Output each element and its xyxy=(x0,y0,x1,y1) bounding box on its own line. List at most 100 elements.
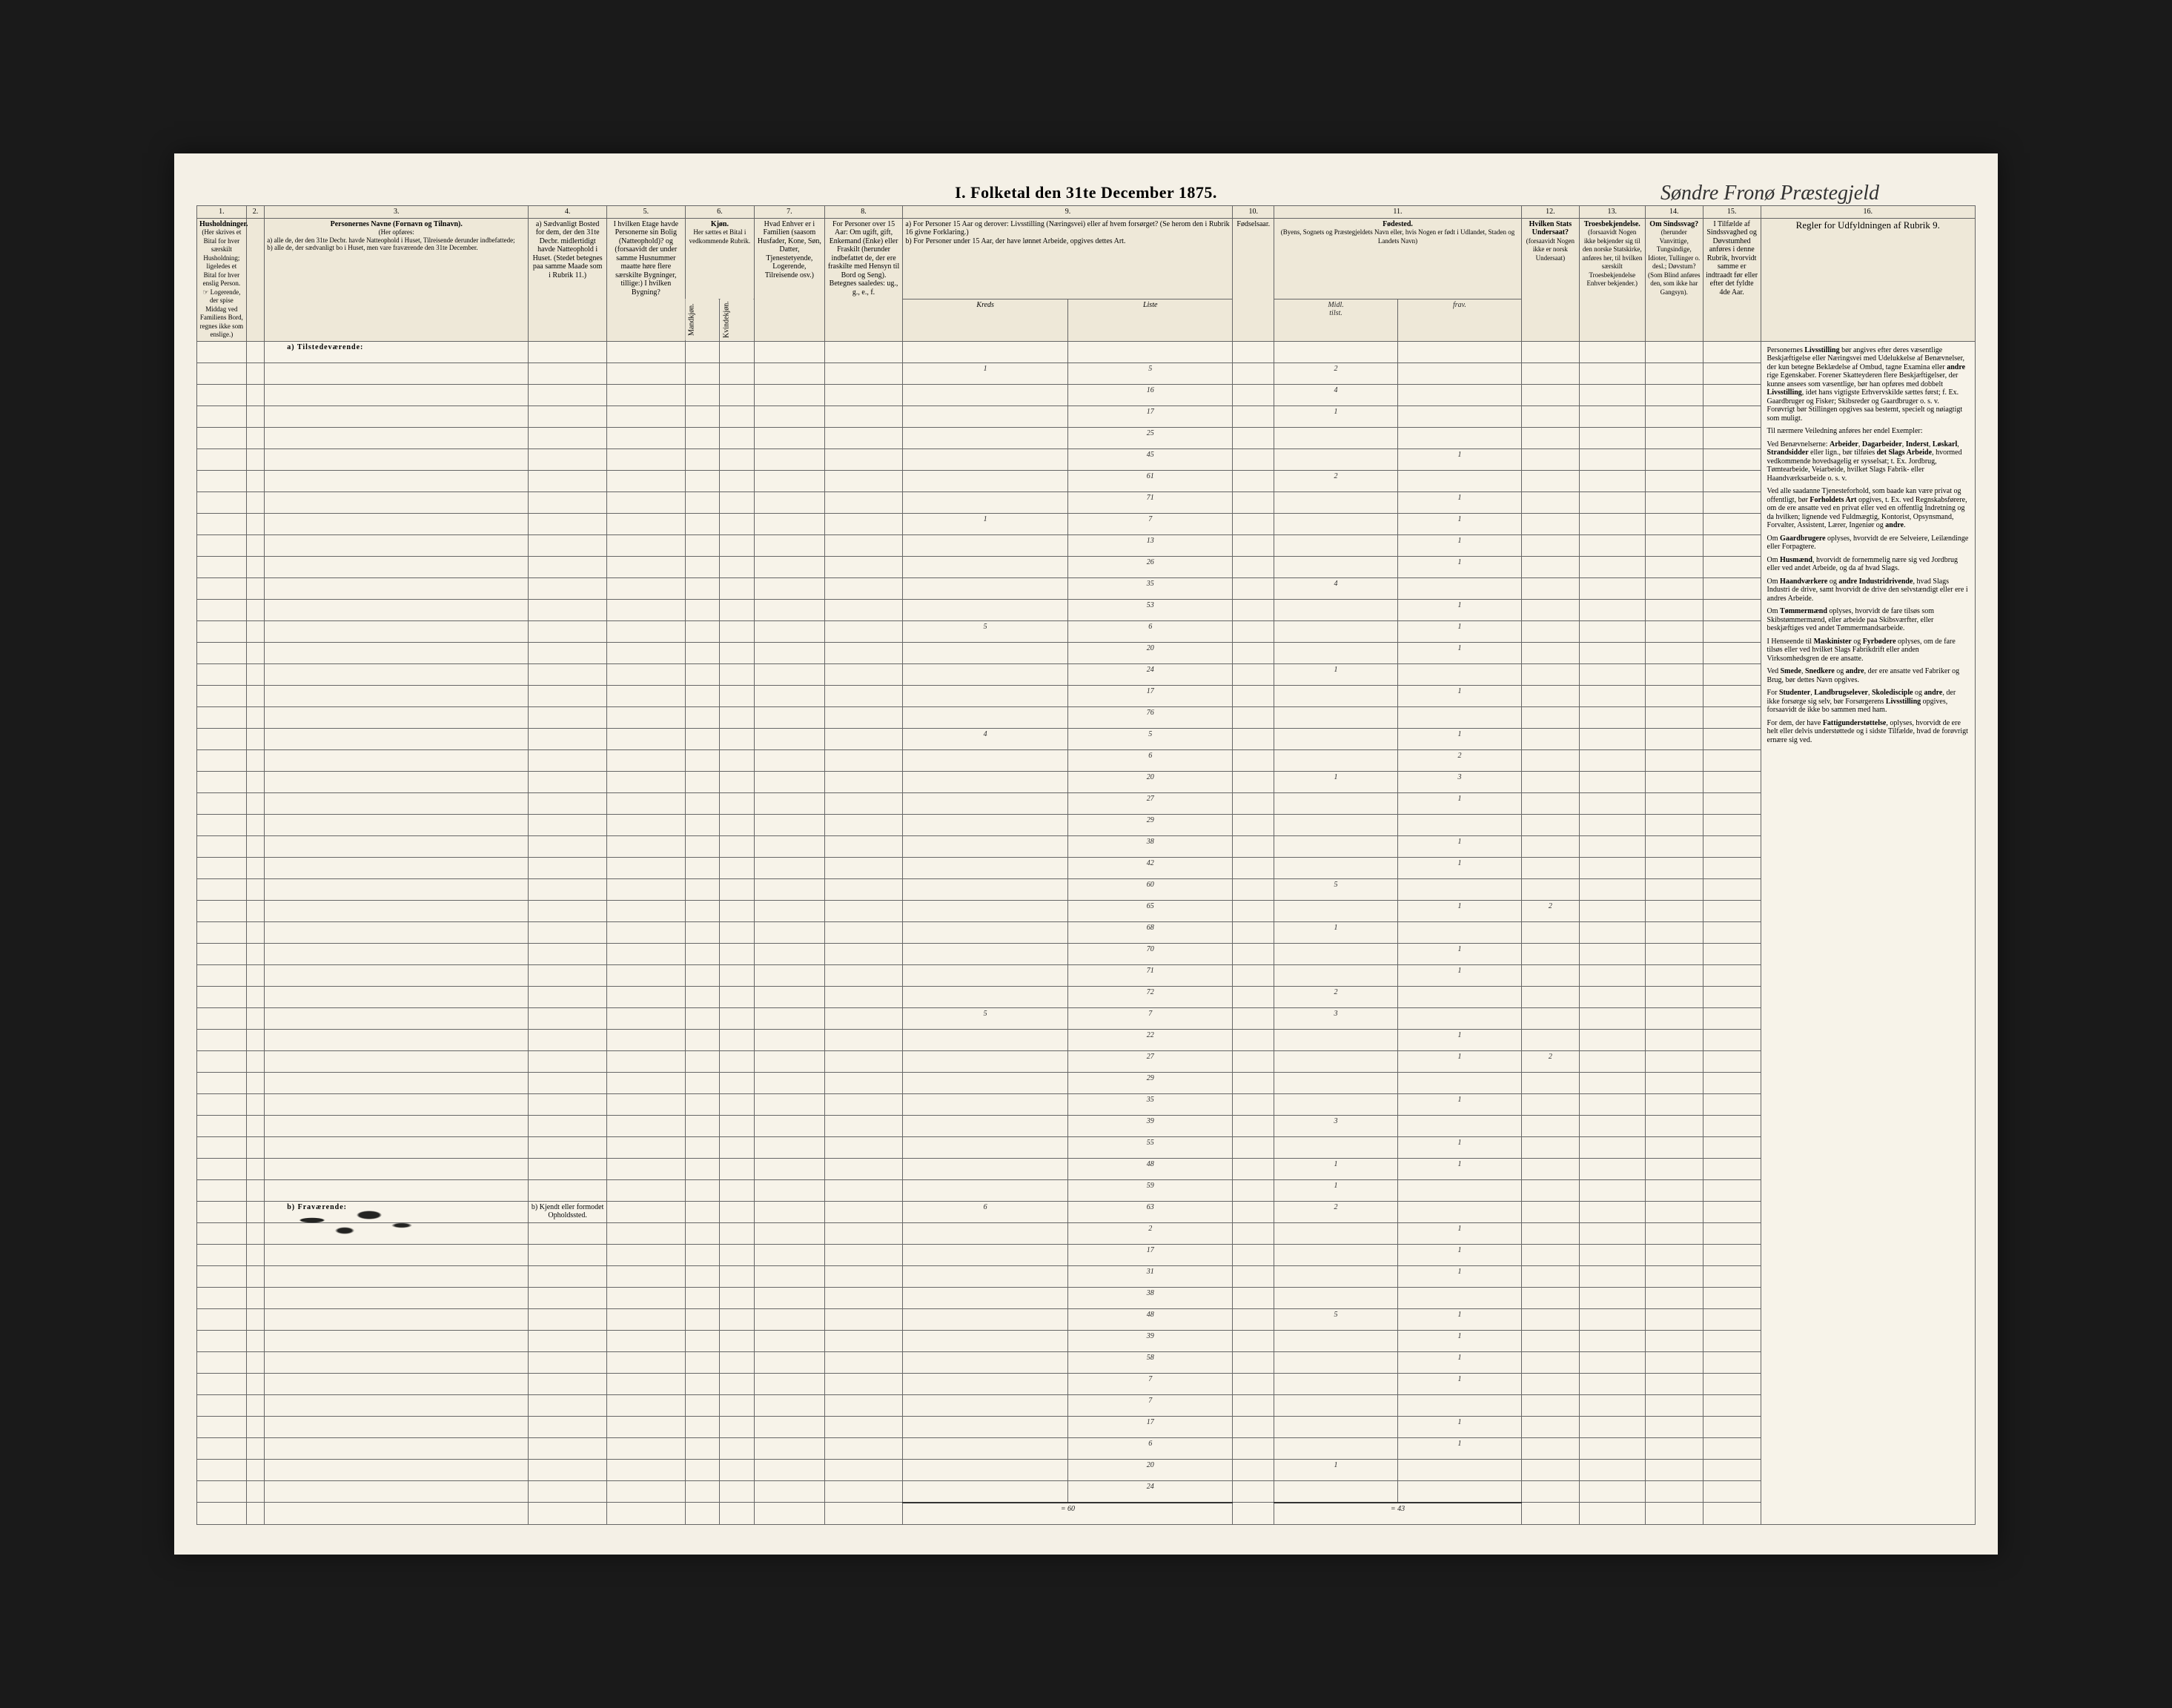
cell-kreds xyxy=(903,1136,1068,1158)
cell xyxy=(1579,1437,1645,1459)
cell xyxy=(246,1158,264,1179)
cell-12 xyxy=(1521,685,1579,706)
cell-liste: 39 xyxy=(1067,1115,1233,1136)
cell-kreds xyxy=(903,491,1068,513)
cell xyxy=(529,1265,607,1287)
cell xyxy=(246,1222,264,1244)
cell-11b: 1 xyxy=(1397,556,1521,577)
cell-liste: 20 xyxy=(1067,642,1233,663)
cell xyxy=(197,1158,247,1179)
cell xyxy=(1645,513,1703,534)
cell xyxy=(1579,1394,1645,1416)
col-head-4: a) Sædvanligt Bosted for dem, der den 31… xyxy=(529,218,607,341)
cell xyxy=(246,1115,264,1136)
cell xyxy=(1703,792,1761,814)
cell xyxy=(685,1308,720,1330)
cell xyxy=(197,1480,247,1503)
col14-sub: (herunder Vanvittige, Tungsindige, Idiot… xyxy=(1648,228,1701,296)
cell xyxy=(1233,814,1274,835)
cell xyxy=(1233,1244,1274,1265)
cell xyxy=(685,470,720,491)
cell xyxy=(606,1351,685,1373)
rules-paragraph: Ved Smede, Snedkere og andre, der ere an… xyxy=(1767,667,1969,684)
cell-liste: 20 xyxy=(1067,771,1233,792)
cell xyxy=(824,1503,903,1525)
cell xyxy=(265,1072,529,1093)
cell xyxy=(1579,1503,1645,1525)
cell xyxy=(1645,1394,1703,1416)
sum-liste: = 43 xyxy=(1274,1503,1522,1525)
cell xyxy=(685,534,720,556)
cell xyxy=(265,1136,529,1158)
cell-kreds xyxy=(903,1373,1068,1394)
cell xyxy=(1579,427,1645,448)
col-head-2 xyxy=(246,218,264,341)
cell xyxy=(1579,1330,1645,1351)
cell xyxy=(246,1201,264,1222)
cell xyxy=(246,448,264,470)
cell xyxy=(720,1287,755,1308)
cell xyxy=(197,728,247,749)
col9-b: b) For Personer under 15 Aar, der have l… xyxy=(905,237,1230,246)
cell xyxy=(529,1437,607,1459)
cell-11b: 1 xyxy=(1397,642,1521,663)
cell xyxy=(246,1287,264,1308)
cell xyxy=(265,406,529,427)
cell xyxy=(824,341,903,363)
cell xyxy=(824,642,903,663)
cell xyxy=(1233,792,1274,814)
cell xyxy=(1703,620,1761,642)
cell xyxy=(755,1503,825,1525)
cell xyxy=(529,1158,607,1179)
cell xyxy=(265,1222,529,1244)
cell xyxy=(265,470,529,491)
cell-11a xyxy=(1274,642,1398,663)
cell xyxy=(685,771,720,792)
cell xyxy=(246,943,264,964)
cell xyxy=(720,1394,755,1416)
cell-11a xyxy=(1274,1050,1398,1072)
cell xyxy=(1703,749,1761,771)
cell xyxy=(1579,448,1645,470)
cell xyxy=(720,1222,755,1244)
col-head-6: Kjøn. Her sættes et Bital i vedkommende … xyxy=(685,218,754,299)
cell xyxy=(1233,513,1274,534)
cell xyxy=(1579,706,1645,728)
cell xyxy=(1579,1287,1645,1308)
col1-title: Husholdninger. xyxy=(199,220,248,228)
cell-liste: 7 xyxy=(1067,513,1233,534)
cell xyxy=(529,491,607,513)
cell-liste: 6 xyxy=(1067,749,1233,771)
col11-hw-tilst: tilst. xyxy=(1329,309,1342,317)
cell-12 xyxy=(1521,1265,1579,1287)
cell xyxy=(529,857,607,878)
cell xyxy=(824,1093,903,1115)
col13-title: Troesbekjendelse. xyxy=(1584,220,1640,228)
col-num-8: 8. xyxy=(824,206,903,219)
col3-title: Personernes Navne (Fornavn og Tilnavn). xyxy=(331,220,463,228)
cell-11b xyxy=(1397,986,1521,1007)
cell xyxy=(720,1459,755,1480)
cell-kreds xyxy=(903,1222,1068,1244)
cell xyxy=(1579,1158,1645,1179)
cell xyxy=(197,1007,247,1029)
cell xyxy=(197,1093,247,1115)
cell-12 xyxy=(1521,1136,1579,1158)
cell xyxy=(197,706,247,728)
cell xyxy=(755,1158,825,1179)
cell-12 xyxy=(1521,534,1579,556)
cell xyxy=(529,513,607,534)
cell-kreds xyxy=(903,1093,1068,1115)
cell xyxy=(1645,1072,1703,1093)
cell xyxy=(685,1437,720,1459)
cell xyxy=(1703,1330,1761,1351)
cell-12 xyxy=(1521,1437,1579,1459)
cell xyxy=(1579,599,1645,620)
cell xyxy=(755,556,825,577)
cell xyxy=(1703,1265,1761,1287)
cell xyxy=(197,1459,247,1480)
cell xyxy=(1579,1029,1645,1050)
cell xyxy=(1703,534,1761,556)
cell xyxy=(606,1050,685,1072)
cell-12 xyxy=(1521,749,1579,771)
